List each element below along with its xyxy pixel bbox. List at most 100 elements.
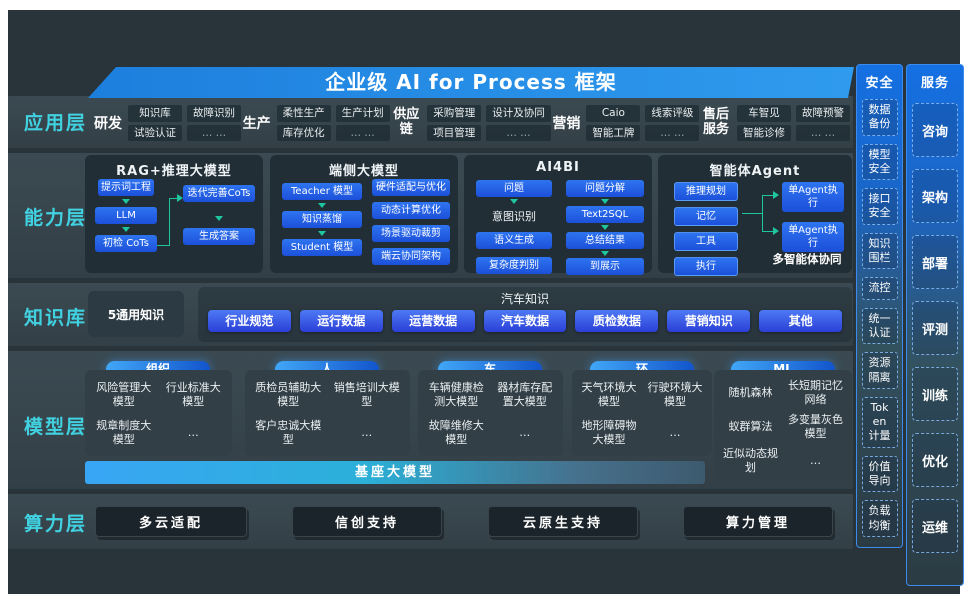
model-cell-more: … [361, 425, 373, 439]
app-group-name: 营销 [552, 116, 581, 132]
flow-arrow-icon [215, 216, 223, 221]
security-item: 负载均衡 [861, 500, 898, 537]
flow-arrow-icon [318, 203, 326, 208]
power-box-multicloud: 多云适配 [95, 506, 247, 537]
flow-chip: Teacher 模型 [282, 183, 362, 200]
banner-ribbon: 企业级 AI for Process 框架 [88, 67, 854, 98]
flow-chip: 语义生成 [476, 232, 552, 249]
app-chip: Caio [586, 104, 641, 122]
app-chip-grid: 车智见 故障预警 智能诊修 … … [737, 104, 850, 142]
flow-chip: 问题 [476, 180, 552, 197]
app-group-marketing: 营销 Caio 线索评级 智能工牌 … … [552, 104, 700, 142]
flow-label: 意图识别 [492, 210, 536, 223]
app-group-name: 研发 [94, 116, 122, 132]
security-item: 知识围栏 [861, 232, 898, 270]
service-item: 优化 [912, 433, 958, 487]
model-cell: 客户忠诚大模型 [255, 418, 322, 446]
service-item: 运维 [912, 499, 958, 553]
app-chip: 设计及协同 [486, 104, 551, 122]
power-box-xinchuang: 信创支持 [292, 506, 442, 537]
flow-chip: 提示词工程 [98, 179, 154, 196]
app-chip: 试验认证 [128, 124, 182, 142]
kb-chip-row: 行业规范 运行数据 运营数据 汽车数据 质检数据 营销知识 其他 [208, 310, 843, 332]
feature-chip: 端云协同架构 [372, 248, 450, 265]
model-cell-more: … [810, 453, 821, 467]
model-cell: 风险管理大模型 [96, 380, 152, 408]
security-item: 统一认证 [861, 307, 898, 345]
layer-label-model: 模型层 [24, 416, 88, 438]
connector-line [762, 231, 774, 232]
flow-chip: 迭代完善CoTs [183, 185, 255, 202]
capbox-title: RAG+推理大模型 [116, 164, 232, 179]
app-chip: 故障预警 [796, 104, 850, 122]
flow-arrow-icon [318, 231, 326, 236]
flow-chip: 复杂度判别 [476, 257, 552, 274]
flow-arrow-icon [122, 227, 130, 232]
model-cell: 随机森林 [728, 385, 773, 399]
flow-arrow-icon [601, 225, 609, 230]
app-chip: 智能工牌 [586, 124, 641, 142]
flow-chip: 初检 CoTs [95, 235, 157, 252]
app-chip: 库存优化 [276, 124, 331, 142]
flow-chip: 到展示 [566, 258, 644, 275]
model-box-organization: 风险管理大模型 行业标准大模型 规章制度大模型 … [85, 370, 232, 456]
app-chip: 知识库 [128, 104, 182, 122]
model-cell: 质检员辅助大模型 [255, 380, 322, 408]
flow-chip: 总结结果 [566, 232, 644, 249]
app-group-name: 生产 [242, 116, 271, 132]
security-item: Token计量 [861, 396, 898, 448]
service-item: 部署 [912, 235, 958, 289]
model-cell: 地形障碍物大模型 [581, 418, 637, 446]
base-model-bar: 基座大模型 [85, 461, 705, 484]
flow-arrow-icon [601, 251, 609, 256]
flow-chip: LLM [95, 207, 157, 224]
layer-label-knowledge: 知识库 [24, 307, 88, 329]
feature-chip: 动态计算优化 [372, 202, 450, 219]
app-chip: 柔性生产 [276, 104, 331, 122]
flow-chip: Student 模型 [282, 239, 362, 256]
app-chip-grid: 知识库 故障识别 试验认证 … … [128, 104, 241, 142]
kb-chip: 运营数据 [391, 310, 475, 332]
service-item: 训练 [912, 367, 958, 421]
kb-general-box: 5通用知识 [88, 291, 184, 337]
kb-domain-title: 汽车知识 [500, 292, 549, 306]
banner-title: 企业级 AI for Process 框架 [325, 70, 617, 94]
app-chip-more: … … [486, 124, 551, 142]
kb-chip: 质检数据 [575, 310, 659, 332]
security-item: 资源隔离 [861, 352, 898, 389]
security-header: 安全 [865, 76, 894, 91]
model-box-people: 质检员辅助大模型 销售培训大模型 客户忠诚大模型 … [245, 370, 410, 456]
app-chip-grid: 柔性生产 生产计划 库存优化 … … [276, 104, 390, 142]
app-chip-more: … … [796, 124, 850, 142]
security-item: 数据备份 [861, 99, 898, 136]
model-cell: 天气环境大模型 [581, 380, 637, 408]
layer-label-power: 算力层 [24, 513, 88, 535]
service-column: 服务 咨询 架构 部署 评测 训练 优化 运维 [906, 64, 964, 586]
app-chip-more: … … [335, 124, 390, 142]
app-chip: 采购管理 [427, 104, 482, 122]
capbox-title: 智能体Agent [709, 164, 801, 179]
security-item: 模型安全 [861, 143, 898, 181]
kb-chip: 营销知识 [667, 310, 751, 332]
model-cell: 销售培训大模型 [333, 380, 400, 408]
security-item: 价值导向 [861, 455, 898, 493]
rag-flow-left: 提示词工程 LLM 初检 CoTs [95, 179, 157, 252]
app-chip-more: … … [187, 124, 241, 142]
model-cell: 行业标准大模型 [165, 380, 221, 408]
app-chip-more: … … [645, 124, 700, 142]
service-item: 咨询 [912, 103, 958, 157]
connector-arrow-icon [177, 194, 183, 202]
feature-chip: 硬件适配与优化 [372, 179, 450, 196]
agent-exec-chip: 单Agent执行 [782, 182, 844, 212]
app-chip-grid: Caio 线索评级 智能工牌 … … [586, 104, 700, 142]
service-item: 架构 [912, 169, 958, 223]
app-chip: 线索评级 [645, 104, 700, 122]
connector-line [157, 198, 170, 246]
capbox-ai4bi: AI4BI 问题 意图识别 语义生成 复杂度判别 问题分解 Text2SQL 总… [464, 155, 652, 275]
agent-module-chip: 执行 [674, 257, 738, 276]
app-group-production: 生产 柔性生产 生产计划 库存优化 … … [242, 104, 390, 142]
service-item: 评测 [912, 301, 958, 355]
kb-domain-panel: 汽车知识 行业规范 运行数据 运营数据 汽车数据 质检数据 营销知识 其他 [198, 287, 852, 342]
feature-chip: 场景驱动裁剪 [372, 225, 450, 242]
application-groups: 研发 知识库 故障识别 试验认证 … … 生产 柔性生产 生产计划 库存优化 …… [94, 101, 850, 145]
